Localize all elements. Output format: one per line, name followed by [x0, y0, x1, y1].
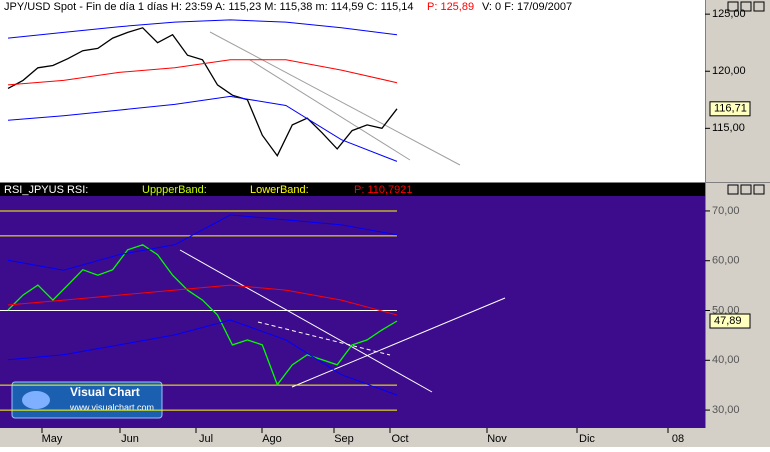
- window-buttons: [727, 1, 765, 195]
- series-line: [7, 19, 398, 39]
- minimize-button[interactable]: [727, 1, 739, 12]
- y-tick-label: 115,00: [712, 122, 745, 134]
- maximize-button[interactable]: [740, 1, 752, 12]
- last-value-box: [709, 313, 751, 329]
- x-tick-label: Jun: [121, 433, 139, 445]
- minimize-button[interactable]: [727, 184, 739, 195]
- last-value-label: 47,89: [714, 315, 742, 327]
- trend-lines: [179, 31, 506, 393]
- price-plot: [0, 0, 705, 182]
- trend-line: [291, 297, 506, 388]
- trend-line: [249, 59, 411, 161]
- y-tick-label: 60,00: [712, 255, 740, 267]
- x-tick-label: Sep: [334, 433, 354, 445]
- logo-icon: [22, 391, 50, 409]
- rsi-header-bar: [0, 183, 705, 196]
- y-tick-label: 125,00: [712, 8, 746, 20]
- header-text: P: 110,7921: [354, 184, 413, 196]
- header-text: V: 0 F: 17/09/2007: [482, 1, 572, 13]
- header-text: RSI_JPYUS RSI:: [4, 184, 88, 196]
- trend-line: [179, 249, 433, 393]
- trend-line: [257, 321, 391, 356]
- header-text: P: 125,89: [427, 1, 474, 13]
- y-tick-label: 30,00: [712, 404, 740, 416]
- series-line: [7, 244, 398, 387]
- y-tick-label: 70,00: [712, 205, 740, 217]
- last-value-label: 116,71: [714, 103, 747, 115]
- x-tick-label: Jul: [199, 433, 213, 445]
- rsi-header: RSI_JPYUS RSI: UppperBand: LowerBand: P:…: [4, 184, 413, 196]
- series-line: [7, 214, 398, 271]
- trend-line: [209, 31, 461, 166]
- header-text: LowerBand:: [250, 184, 309, 196]
- y-tick-label: 50,00: [712, 304, 740, 316]
- logo: Visual Chart www.visualchart.com: [11, 381, 163, 419]
- x-tick-label: Nov: [487, 433, 507, 445]
- x-tick-label: Oct: [391, 433, 408, 445]
- x-tick-label: Ago: [262, 433, 282, 445]
- x-tick-label: May: [42, 433, 63, 445]
- logo-title: Visual Chart: [70, 385, 140, 399]
- y-tick-label: 40,00: [712, 354, 740, 366]
- series-line: [7, 27, 398, 157]
- x-tick-label: 08: [672, 433, 684, 445]
- price-header: JPY/USD Spot - Fin de día 1 días H: 23:5…: [4, 1, 572, 13]
- series-line: [7, 319, 398, 396]
- close-button[interactable]: [753, 184, 765, 195]
- header-text: UppperBand:: [142, 184, 207, 196]
- series-line: [7, 59, 398, 86]
- maximize-button[interactable]: [740, 184, 752, 195]
- x-tick-label: Dic: [579, 433, 595, 445]
- logo-url: www.visualchart.com: [69, 402, 154, 412]
- series-line: [7, 95, 398, 162]
- logo-box: [11, 381, 163, 419]
- close-button[interactable]: [753, 1, 765, 12]
- y-tick-label: 120,00: [712, 65, 746, 77]
- header-text: JPY/USD Spot - Fin de día 1 días H: 23:5…: [4, 1, 413, 13]
- last-value-box: [709, 101, 751, 117]
- series-line: [7, 284, 398, 316]
